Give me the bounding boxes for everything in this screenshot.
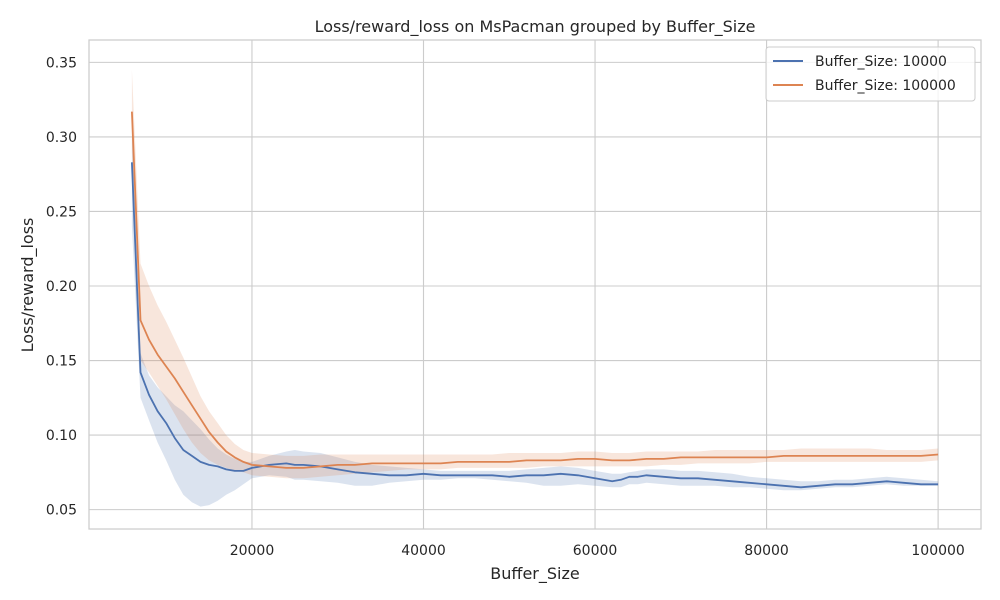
series-line-2 [131,111,939,469]
x-tick-label: 40000 [401,543,446,559]
x-tick-label: 80000 [744,543,789,559]
series-lines [131,111,939,489]
x-tick-label: 60000 [573,543,618,559]
y-tick-label: 0.15 [46,354,77,370]
legend-box [765,46,976,102]
chart-title: Loss/reward_loss on MsPacman grouped by … [315,17,756,37]
series-line-1 [131,162,939,489]
y-tick-label: 0.30 [46,130,77,146]
y-tick-labels: 0.05 0.10 0.15 0.20 0.25 0.30 0.35 [46,55,77,518]
x-axis-label: Buffer_Size [490,564,579,584]
x-tick-label: 100000 [911,543,964,559]
x-tick-labels: 20000 40000 60000 80000 100000 [230,543,965,559]
x-tick-label: 20000 [230,543,275,559]
grid [89,40,981,529]
y-tick-label: 0.05 [46,503,77,519]
y-tick-label: 0.35 [46,55,77,71]
legend-label-series-1: Buffer_Size: 10000 [815,54,947,70]
y-axis-label: Loss/reward_loss [18,218,38,353]
y-tick-label: 0.10 [46,428,77,444]
legend: Buffer_Size: 10000 Buffer_Size: 100000 [765,46,976,102]
plot-frame [88,39,982,530]
y-tick-label: 0.25 [46,204,77,220]
y-tick-label: 0.20 [46,279,77,295]
confidence-band-series-1 [131,122,939,507]
legend-label-series-2: Buffer_Size: 100000 [815,78,956,94]
